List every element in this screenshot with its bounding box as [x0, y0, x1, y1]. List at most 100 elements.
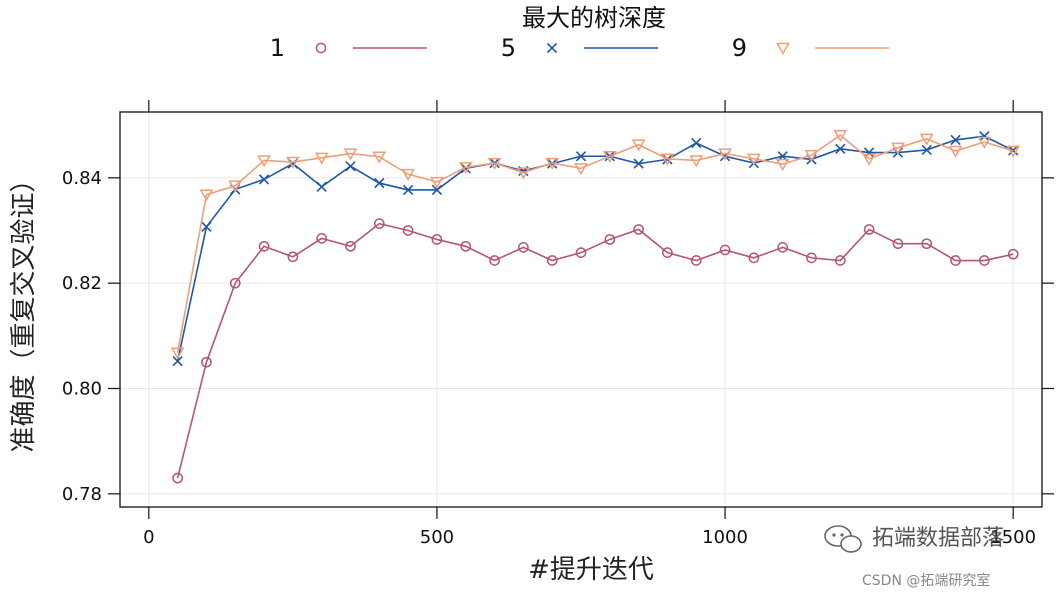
data-point-depth-9	[977, 136, 992, 149]
data-point-depth-5	[431, 184, 443, 196]
data-point-depth-9	[919, 133, 934, 146]
data-point-depth-9	[458, 162, 473, 175]
y-axis-title: 准确度（重复交叉验证）	[9, 166, 39, 452]
data-point-depth-1	[316, 233, 328, 244]
legend-label: 1	[270, 34, 285, 62]
data-point-depth-5	[201, 221, 212, 232]
legend-title: 最大的树深度	[522, 4, 666, 32]
data-point-depth-5	[374, 177, 385, 189]
watermark-credit: CSDN @拓端研究室	[862, 572, 990, 589]
data-point-depth-1	[431, 234, 443, 245]
data-point-depth-9	[314, 152, 329, 165]
data-point-depth-1	[1007, 248, 1019, 260]
data-point-depth-9	[891, 142, 905, 155]
y-tick-label: 0.84	[62, 168, 102, 189]
data-point-depth-9	[257, 155, 271, 168]
legend-label: 5	[501, 34, 516, 62]
data-point-depth-9	[574, 163, 588, 176]
data-point-depth-5	[172, 355, 183, 367]
data-point-depth-1	[201, 356, 212, 368]
data-point-depth-1	[806, 252, 817, 264]
data-point-depth-1	[518, 242, 529, 253]
data-point-depth-1	[863, 224, 875, 235]
data-point-depth-9	[199, 189, 214, 202]
data-point-depth-9	[948, 145, 963, 158]
y-tick-label: 0.82	[62, 273, 102, 294]
data-point-depth-9	[862, 153, 877, 166]
series-line-depth-9	[176, 134, 1014, 353]
legend-marker	[776, 42, 790, 55]
data-point-depth-1	[489, 255, 500, 266]
data-point-depth-1	[777, 242, 789, 253]
legend-label: 9	[732, 34, 747, 62]
data-point-depth-1	[892, 238, 904, 250]
data-point-depth-9	[343, 148, 358, 161]
y-tick-label: 0.80	[62, 379, 102, 400]
data-point-depth-9	[746, 153, 761, 166]
data-point-depth-9	[718, 148, 732, 161]
data-point-depth-1	[662, 247, 673, 258]
data-point-depth-1	[287, 251, 299, 263]
axis-tick-labels: 0 500 1000 1500 0.78 0.80 0.82 0.84	[62, 168, 1036, 548]
series-line-depth-1	[176, 222, 1014, 479]
data-point-depth-9	[602, 151, 617, 164]
data-point-depth-1	[690, 255, 702, 266]
data-point-depth-1	[979, 255, 990, 266]
data-point-depth-9	[372, 151, 387, 164]
x-tick-label: 1500	[990, 527, 1036, 548]
legend-marker	[546, 42, 558, 54]
data-point-depth-1	[402, 225, 414, 236]
data-point-depth-1	[258, 240, 270, 252]
series-depth-5	[172, 131, 1019, 367]
x-axis-title: #提升迭代	[528, 555, 654, 585]
data-point-depth-9	[285, 156, 300, 169]
legend: 最大的树深度 1 5 9	[270, 4, 889, 62]
data-point-depth-1	[748, 252, 760, 264]
data-point-depth-9	[430, 176, 444, 189]
data-point-depth-9	[689, 155, 704, 168]
data-point-depth-1	[950, 255, 961, 266]
data-point-depth-1	[172, 472, 183, 484]
data-point-depth-9	[401, 168, 416, 181]
data-point-depth-5	[258, 174, 270, 185]
data-point-depth-5	[950, 134, 961, 146]
data-point-depth-5	[979, 131, 990, 142]
data-point-depth-1	[373, 218, 385, 230]
data-point-depth-9	[804, 149, 819, 163]
plot-frame	[119, 111, 1043, 508]
data-point-depth-5	[345, 161, 356, 172]
data-point-depth-1	[921, 238, 933, 250]
grid-lines	[120, 112, 1042, 507]
y-tick-label: 0.78	[62, 484, 102, 505]
watermark-brand: 拓端数据部落	[872, 526, 1004, 551]
data-point-depth-9	[660, 153, 675, 166]
data-point-depth-1	[460, 240, 472, 252]
data-point-depth-9	[545, 157, 560, 170]
data-point-depth-1	[633, 224, 644, 235]
data-point-depth-9	[170, 347, 185, 360]
data-point-depth-1	[575, 247, 587, 258]
data-point-depth-9	[631, 139, 646, 152]
data-point-depth-9	[833, 129, 848, 143]
axis-ticks	[108, 100, 1054, 519]
data-point-depth-1	[604, 234, 616, 245]
data-point-depth-5	[402, 184, 414, 196]
legend-entry-depth-5: 5	[501, 34, 658, 62]
data-point-depth-1	[345, 240, 356, 252]
data-point-depth-9	[228, 180, 243, 193]
data-point-depth-5	[691, 137, 702, 149]
legend-marker	[315, 42, 327, 54]
data-point-depth-9	[516, 167, 531, 180]
x-tick-label: 500	[420, 527, 454, 548]
data-point-depth-5	[575, 151, 587, 162]
legend-entry-depth-9: 9	[732, 34, 889, 62]
data-point-depth-1	[719, 244, 731, 256]
data-point-depth-1	[834, 255, 846, 266]
data-point-depth-5	[460, 163, 471, 174]
watermark: 拓端数据部落 CSDN @拓端研究室	[824, 525, 1004, 589]
legend-entries: 1 5 9	[270, 34, 889, 62]
data-point-depth-1	[546, 255, 558, 266]
legend-entry-depth-1: 1	[270, 34, 427, 62]
series-line-depth-5	[176, 135, 1014, 362]
